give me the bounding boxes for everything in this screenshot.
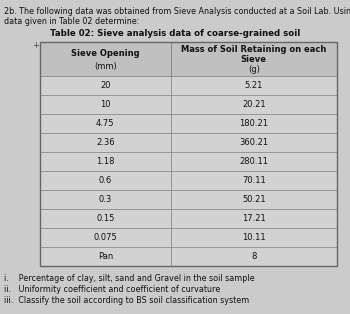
Text: 10.11: 10.11 [242,233,266,242]
Text: Table 02: Sieve analysis data of coarse-grained soil: Table 02: Sieve analysis data of coarse-… [50,29,300,38]
Text: 2b. The following data was obtained from Sieve Analysis conducted at a Soil Lab.: 2b. The following data was obtained from… [4,7,350,16]
Bar [171,247,337,266]
Text: 10: 10 [100,100,111,109]
Text: ii.   Uniformity coefficient and coefficient of curvature: ii. Uniformity coefficient and coefficie… [4,285,220,294]
Bar [40,42,171,76]
Text: data given in Table 02 determine:: data given in Table 02 determine: [4,17,139,26]
Text: 280.11: 280.11 [239,157,268,166]
Bar [171,190,337,209]
Bar [171,171,337,190]
Text: 1.18: 1.18 [96,157,114,166]
Bar [40,247,171,266]
Text: (g): (g) [248,65,260,74]
Text: 17.21: 17.21 [242,214,266,223]
Bar [171,76,337,95]
Bar [40,152,171,171]
Text: 360.21: 360.21 [239,138,268,147]
Bar [40,190,171,209]
Text: 0.075: 0.075 [93,233,117,242]
Bar [40,95,171,114]
Text: 20.21: 20.21 [242,100,266,109]
Text: Sieve: Sieve [241,55,267,64]
Bar [40,42,337,266]
Text: iii.  Classify the soil according to BS soil classification system: iii. Classify the soil according to BS s… [4,296,249,305]
Text: 5.21: 5.21 [245,81,263,90]
Bar [171,42,337,76]
Bar [40,209,171,228]
Text: Sieve Opening: Sieve Opening [71,49,140,58]
Bar [171,152,337,171]
Text: i.    Percentage of clay, silt, sand and Gravel in the soil sample: i. Percentage of clay, silt, sand and Gr… [4,274,255,283]
Bar [40,171,171,190]
Text: 8: 8 [251,252,257,261]
Text: Mass of Soil Retaining on each: Mass of Soil Retaining on each [181,45,327,54]
Bar [171,114,337,133]
Text: 0.15: 0.15 [96,214,114,223]
Bar [171,133,337,152]
Text: 180.21: 180.21 [239,119,268,128]
Text: 4.75: 4.75 [96,119,114,128]
Text: 20: 20 [100,81,111,90]
Text: 50.21: 50.21 [242,195,266,204]
Text: 0.3: 0.3 [99,195,112,204]
Bar [171,228,337,247]
Bar [40,76,171,95]
Text: 2.36: 2.36 [96,138,115,147]
Bar [40,114,171,133]
Text: (mm): (mm) [94,62,117,71]
Bar [40,228,171,247]
Text: 70.11: 70.11 [242,176,266,185]
Bar [40,133,171,152]
Text: 0.6: 0.6 [99,176,112,185]
Bar [171,95,337,114]
Text: Pan: Pan [98,252,113,261]
Text: +: + [32,41,39,50]
Bar [171,209,337,228]
